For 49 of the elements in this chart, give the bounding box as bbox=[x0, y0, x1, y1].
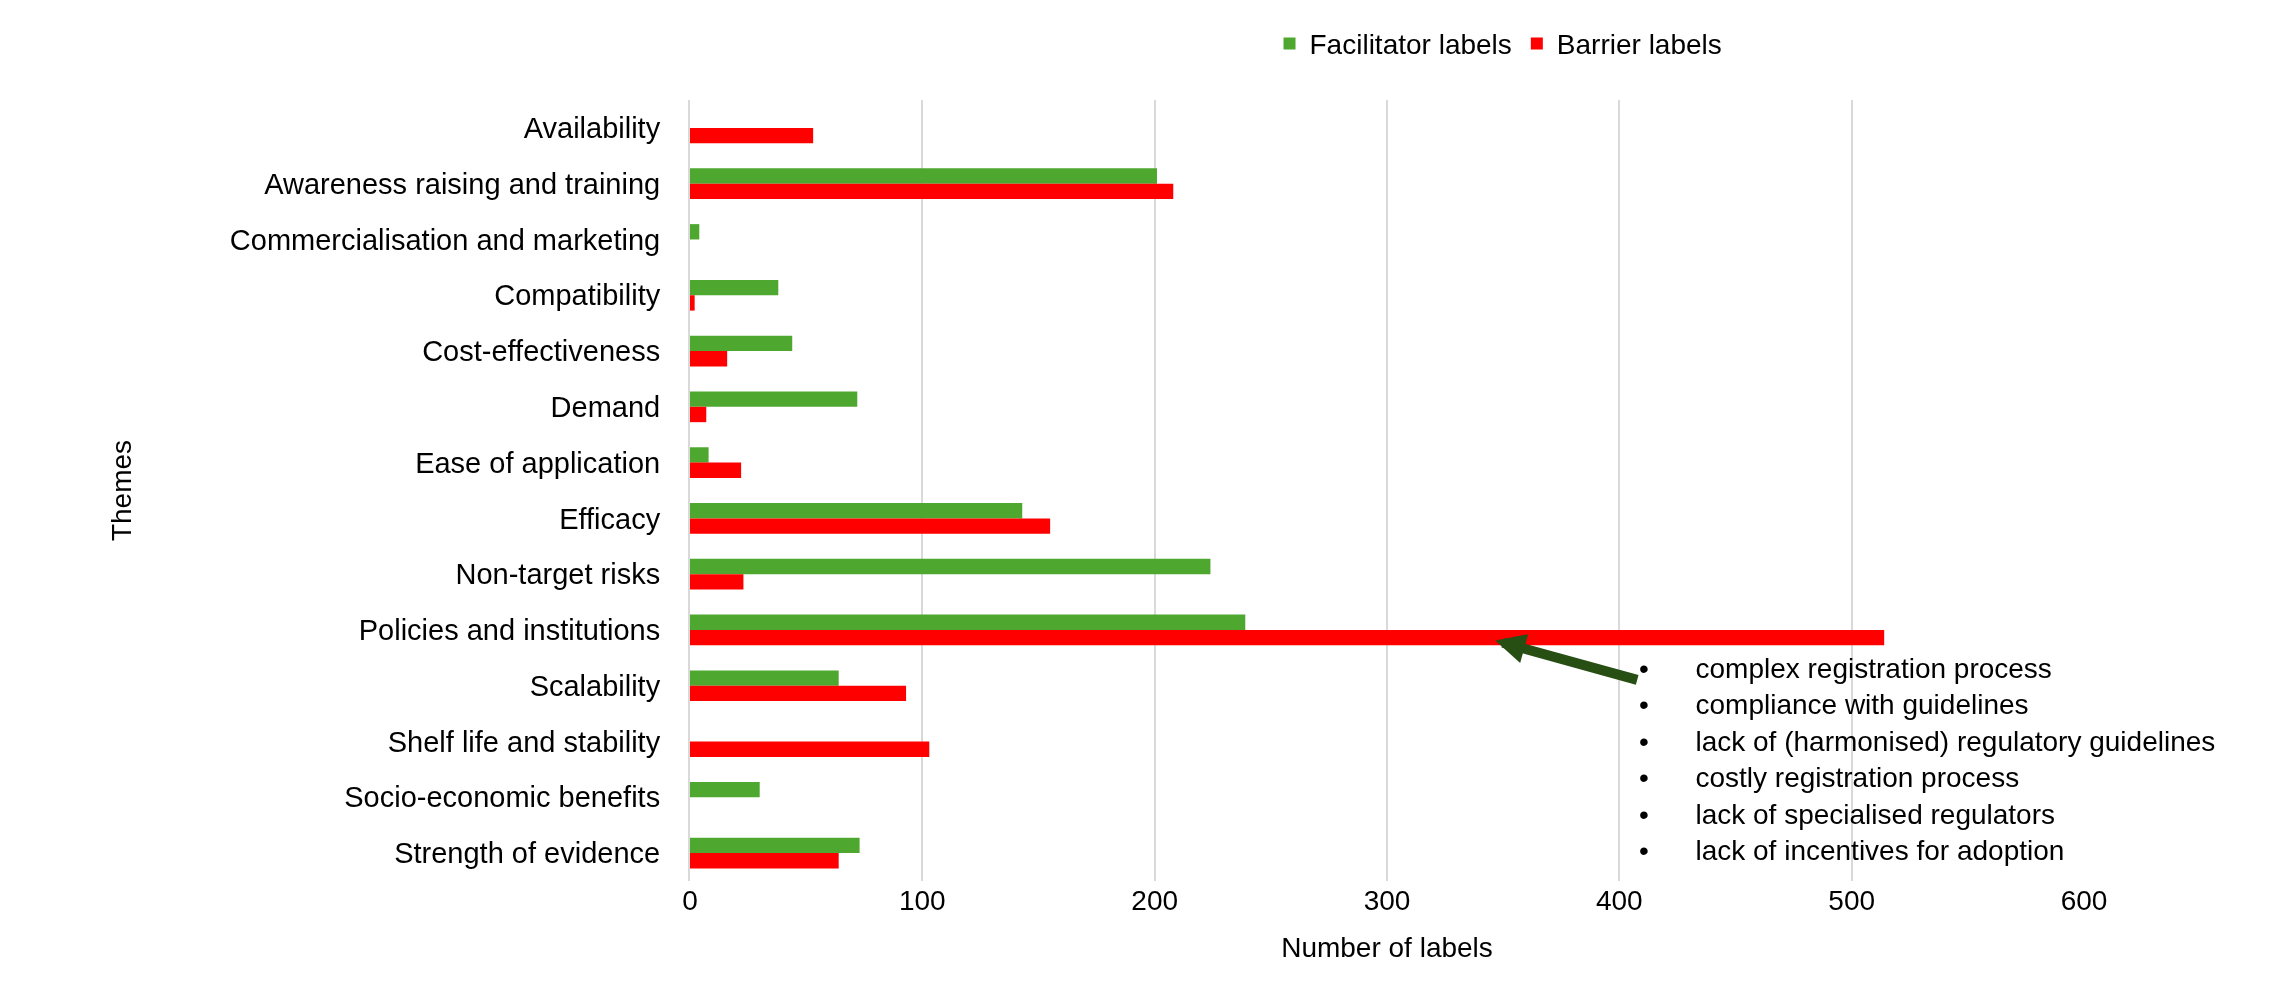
bar bbox=[690, 518, 1051, 534]
bar bbox=[690, 462, 742, 478]
bar bbox=[690, 335, 793, 352]
bar bbox=[690, 295, 695, 311]
y-tick-label: Demand bbox=[550, 390, 661, 423]
y-tick-label: Efficacy bbox=[559, 502, 661, 535]
bar bbox=[690, 837, 860, 854]
y-tick-label: Non-target risks bbox=[455, 558, 661, 591]
bar bbox=[690, 670, 839, 686]
y-tick-label: Socio-economic benefits bbox=[344, 781, 661, 814]
y-tick-label: Shelf life and stability bbox=[387, 725, 661, 758]
bar bbox=[690, 853, 839, 869]
y-tick-label: Policies and institutions bbox=[358, 614, 661, 647]
x-tick-label: 400 bbox=[1595, 885, 1643, 916]
y-tick-label: Commercialisation and marketing bbox=[229, 223, 661, 256]
y-tick-label: Availability bbox=[523, 112, 661, 145]
bar bbox=[690, 406, 707, 423]
y-tick-label: Awareness raising and training bbox=[264, 167, 661, 200]
bar bbox=[690, 781, 760, 798]
bar bbox=[690, 183, 1174, 200]
y-tick-label: Cost-effectiveness bbox=[422, 335, 661, 368]
annotation: • complex registration process • compliance with guidelines • lack of (harmonised) regulatory guidelines • costly registration process • lack of specialised regulators • lack of incentives for adoption bbox=[1639, 653, 2216, 866]
x-axis-title: Number of labels bbox=[1281, 932, 1493, 964]
bar bbox=[690, 558, 1211, 575]
bar bbox=[690, 614, 1246, 630]
x-tick-label: 500 bbox=[1828, 885, 1876, 916]
y-tick-label: Scalability bbox=[529, 669, 661, 702]
y-tick-label: Compatibility bbox=[494, 279, 661, 312]
bar bbox=[690, 685, 907, 702]
x-tick-label: 600 bbox=[2060, 885, 2108, 916]
bar bbox=[690, 574, 744, 590]
x-tick-label: 200 bbox=[1131, 885, 1179, 916]
bar bbox=[690, 127, 814, 144]
y-axis-title: Themes bbox=[106, 439, 138, 542]
bar bbox=[690, 168, 1157, 184]
x-tick-label: 100 bbox=[898, 885, 946, 916]
x-tick-label: 0 bbox=[682, 885, 698, 916]
y-tick-label: Strength of evidence bbox=[394, 837, 661, 870]
bar bbox=[690, 224, 700, 240]
bar bbox=[690, 741, 930, 757]
legend-label: Facilitator labels bbox=[1309, 29, 1512, 61]
x-tick-label: 300 bbox=[1363, 885, 1411, 916]
bar bbox=[690, 447, 709, 463]
y-tick-label: Ease of application bbox=[415, 446, 661, 479]
bar bbox=[690, 391, 858, 407]
bar bbox=[690, 503, 1023, 519]
bar bbox=[690, 351, 728, 367]
legend-label: Barrier labels bbox=[1556, 29, 1722, 61]
bar bbox=[690, 279, 779, 296]
